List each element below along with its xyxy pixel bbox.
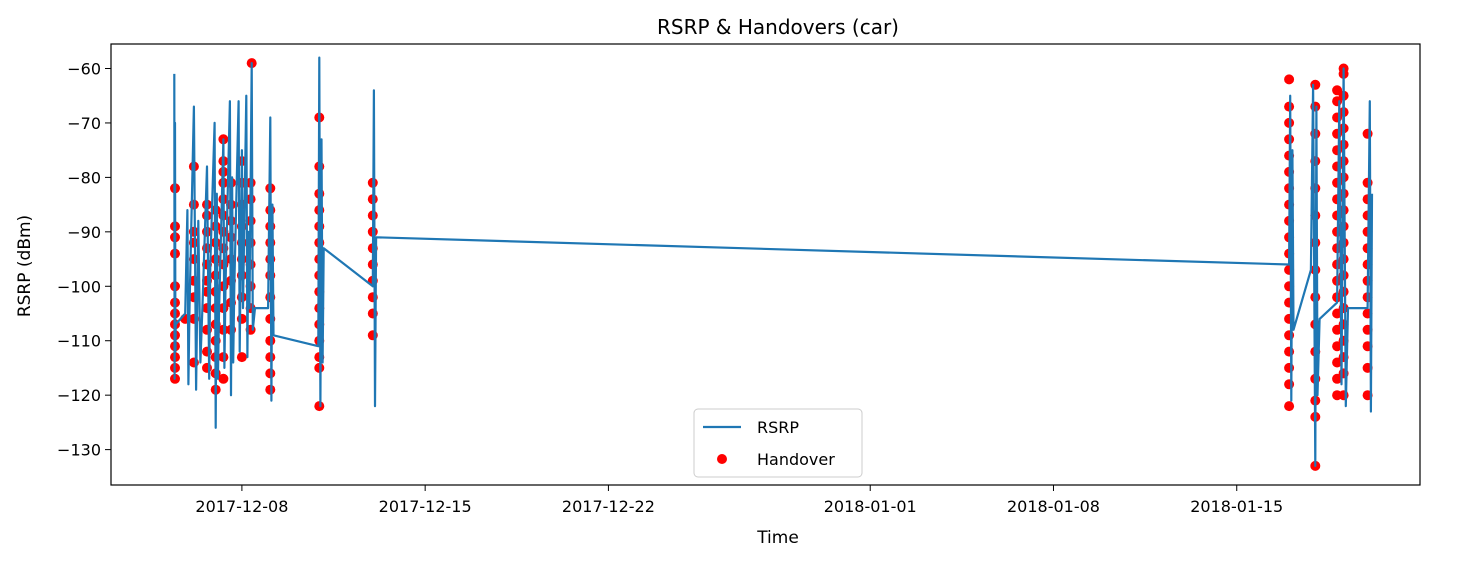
handover-point — [236, 352, 247, 363]
y-tick-label: −80 — [67, 168, 101, 187]
y-axis: −60 −70 −80 −90 −100 −110 −120 −130 — [57, 60, 111, 460]
y-tick-label: −70 — [67, 114, 101, 133]
handover-point — [218, 373, 229, 384]
handover-point — [1284, 74, 1295, 85]
y-tick-label: −110 — [57, 332, 101, 351]
y-tick-label: −100 — [57, 277, 101, 296]
x-tick-label: 2018-01-08 — [1007, 497, 1100, 516]
y-axis-label: RSRP (dBm) — [15, 215, 35, 317]
legend: RSRP Handover — [693, 408, 863, 478]
legend-rsrp-label: RSRP — [757, 418, 799, 437]
handover-point — [1310, 79, 1321, 90]
handover-point — [236, 313, 247, 324]
series-layer — [170, 56, 1374, 471]
handover-point — [1362, 128, 1373, 139]
chart-title: RSRP & Handovers (car) — [657, 15, 899, 39]
y-tick-label: −130 — [57, 441, 101, 460]
y-tick-label: −60 — [67, 60, 101, 79]
rsrp-series-line — [173, 56, 1374, 467]
y-tick-label: −90 — [67, 223, 101, 242]
x-tick-label: 2018-01-15 — [1190, 497, 1283, 516]
x-tick-label: 2017-12-22 — [562, 497, 655, 516]
plot-frame — [110, 43, 1421, 486]
x-tick-label: 2017-12-15 — [379, 497, 472, 516]
legend-handover-label: Handover — [757, 450, 835, 469]
handover-point — [202, 362, 212, 373]
legend-handover-dot — [717, 454, 727, 464]
handover-point — [1284, 379, 1295, 390]
handover-point — [1284, 401, 1295, 412]
y-tick-label: −120 — [57, 386, 101, 405]
x-axis: 2017-12-08 2017-12-15 2017-12-22 2018-01-01… — [195, 485, 1283, 516]
x-tick-label: 2017-12-08 — [195, 497, 288, 516]
x-axis-label: Time — [756, 528, 799, 548]
handover-point — [1284, 362, 1295, 373]
x-tick-label: 2018-01-01 — [824, 497, 917, 516]
